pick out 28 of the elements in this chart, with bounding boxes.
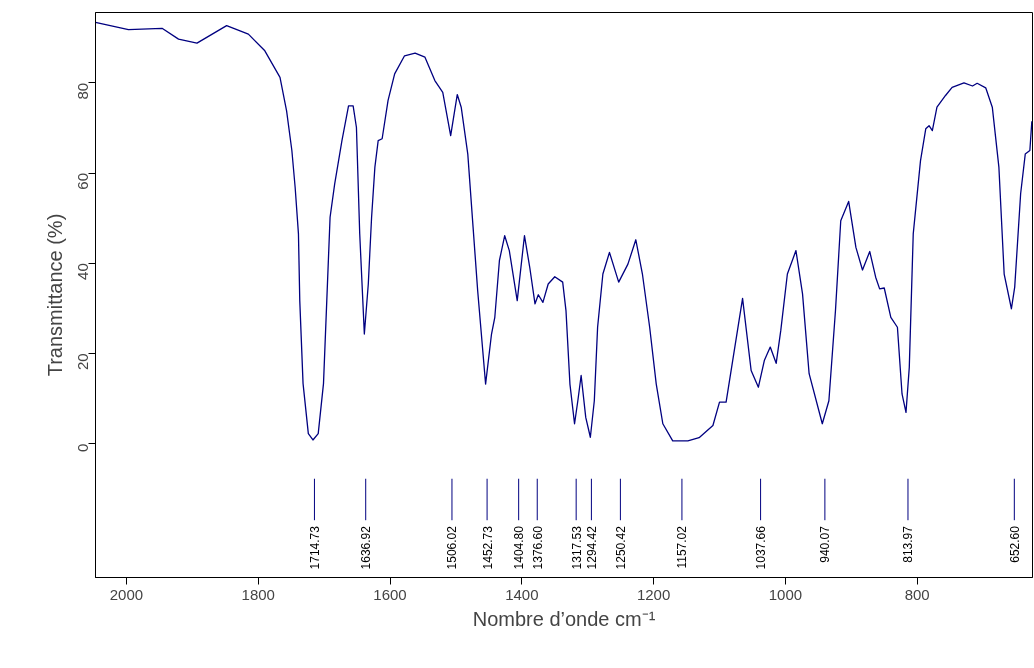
ref-line-label: 1317.53 <box>569 525 584 570</box>
ref-line-label: 1157.02 <box>675 525 690 569</box>
ref-line-label: 813.97 <box>901 525 916 563</box>
y-tick-label: 0 <box>74 443 92 452</box>
x-tick-label: 2000 <box>109 585 144 603</box>
ref-line-label: 1037.66 <box>754 525 769 570</box>
y-tick-label: 60 <box>74 173 92 190</box>
ref-line-label: 1506.02 <box>445 525 460 570</box>
y-tick-label: 40 <box>74 263 92 280</box>
x-tick-label: 1800 <box>241 585 275 603</box>
y-axis-title: Transmittance (%) <box>43 213 66 377</box>
ref-line-label: 1636.92 <box>359 525 374 570</box>
x-tick-label: 1000 <box>768 585 803 603</box>
y-tick-label: 80 <box>74 82 92 100</box>
x-axis-title: Nombre d’onde cm⁻¹ <box>472 607 656 630</box>
ref-line-label: 1376.60 <box>530 525 545 570</box>
ref-line-label: 1404.80 <box>512 525 527 570</box>
x-tick-label: 1200 <box>636 585 671 603</box>
y-tick-label: 20 <box>74 353 92 371</box>
x-tick-label: 800 <box>904 585 930 603</box>
ref-line-label: 1250.42 <box>613 525 628 570</box>
ref-line-label: 1714.73 <box>307 525 322 570</box>
ref-line-label: 652.60 <box>1007 525 1022 563</box>
ref-line-label: 940.07 <box>818 525 833 563</box>
x-tick-label: 1400 <box>505 585 539 603</box>
ref-line-label: 1294.42 <box>584 525 599 570</box>
x-tick-label: 1600 <box>373 585 407 603</box>
ref-line-label: 1452.73 <box>480 525 495 570</box>
